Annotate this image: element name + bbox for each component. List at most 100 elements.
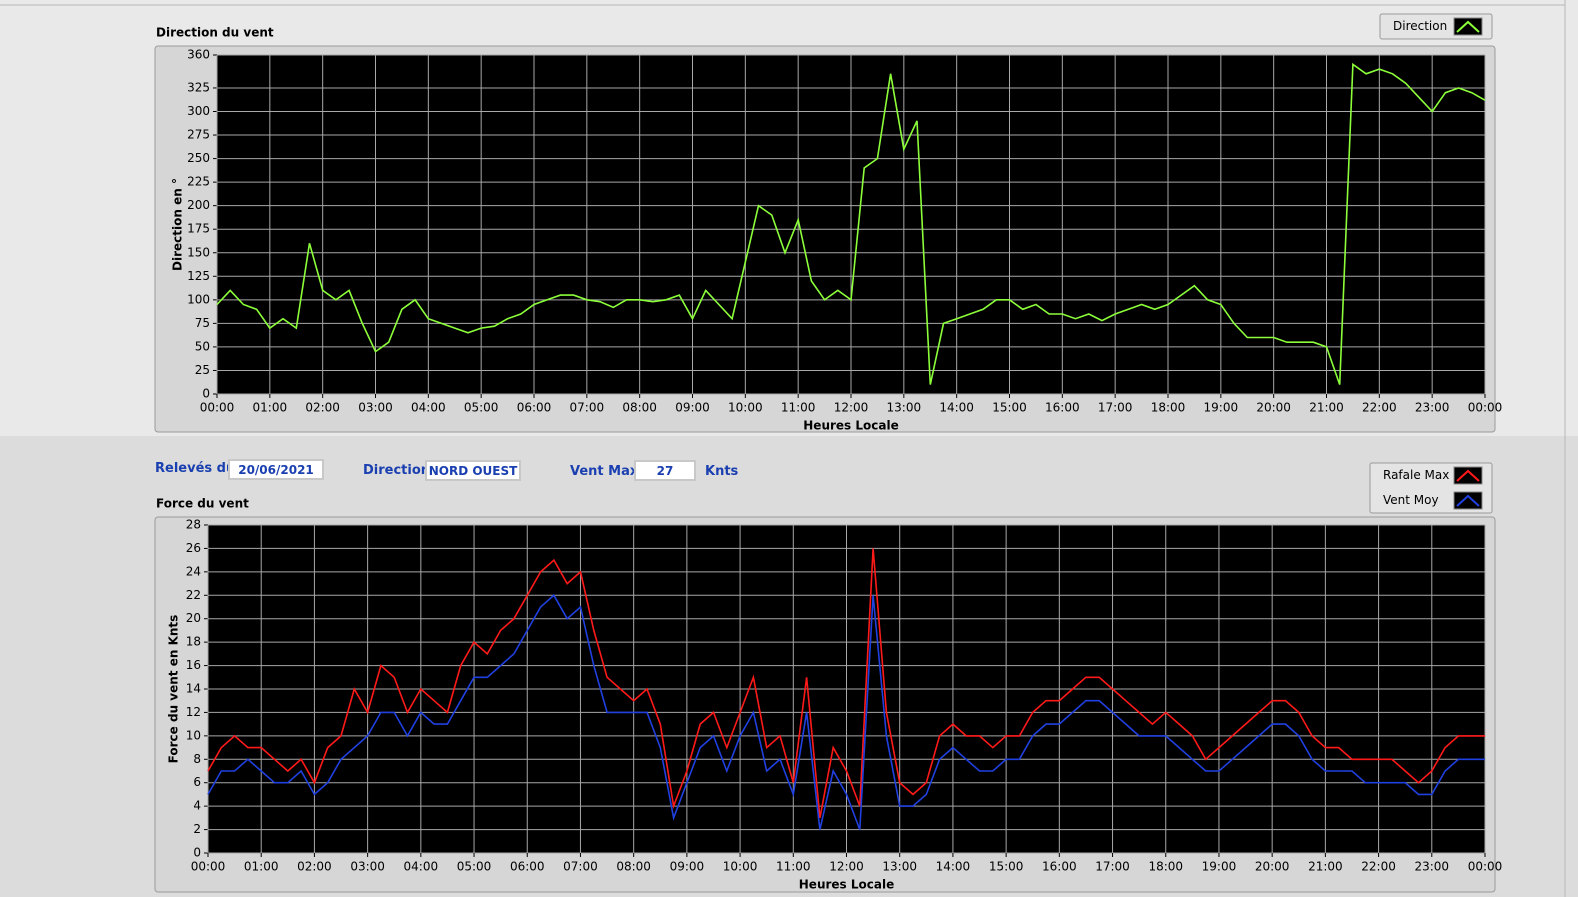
x-tick-label: 08:00 bbox=[622, 401, 657, 415]
x-tick-label: 21:00 bbox=[1308, 860, 1343, 874]
y-tick-label: 12 bbox=[186, 705, 201, 719]
x-tick-label: 16:00 bbox=[1045, 401, 1080, 415]
y-tick-label: 28 bbox=[186, 518, 201, 532]
y-tick-label: 22 bbox=[186, 588, 201, 602]
x-tick-label: 09:00 bbox=[670, 860, 705, 874]
x-tick-label: 03:00 bbox=[350, 860, 385, 874]
y-tick-label: 50 bbox=[195, 339, 210, 353]
x-tick-label: 14:00 bbox=[936, 860, 971, 874]
x-tick-label: 13:00 bbox=[882, 860, 917, 874]
y-tick-label: 175 bbox=[187, 222, 210, 236]
x-tick-label: 00:00 bbox=[200, 401, 235, 415]
y-tick-label: 26 bbox=[186, 541, 201, 555]
x-axis-label: Heures Locale bbox=[803, 419, 898, 433]
x-tick-label: 21:00 bbox=[1309, 401, 1344, 415]
x-tick-label: 02:00 bbox=[305, 401, 340, 415]
unit-label: Knts bbox=[705, 464, 739, 479]
y-tick-label: 125 bbox=[187, 269, 210, 283]
y-tick-label: 200 bbox=[187, 198, 210, 212]
y-tick-label: 18 bbox=[186, 635, 201, 649]
y-tick-label: 100 bbox=[187, 292, 210, 306]
x-tick-label: 08:00 bbox=[616, 860, 651, 874]
data-line bbox=[207, 594, 1485, 830]
x-tick-label: 11:00 bbox=[776, 860, 811, 874]
y-tick-label: 0 bbox=[193, 846, 201, 860]
x-tick-label: 14:00 bbox=[939, 401, 974, 415]
y-tick-label: 4 bbox=[193, 799, 201, 813]
y-tick-label: 0 bbox=[202, 387, 210, 401]
chart-title: Direction du vent bbox=[156, 26, 274, 40]
x-tick-label: 18:00 bbox=[1151, 401, 1186, 415]
x-tick-label: 13:00 bbox=[887, 401, 922, 415]
date-label: Relevés du bbox=[155, 461, 236, 476]
y-tick-label: 8 bbox=[193, 752, 201, 766]
x-axis-label: Heures Locale bbox=[799, 878, 894, 892]
max-label: Vent Max bbox=[570, 464, 639, 479]
x-tick-label: 17:00 bbox=[1095, 860, 1130, 874]
x-tick-label: 05:00 bbox=[457, 860, 492, 874]
x-tick-label: 10:00 bbox=[728, 401, 763, 415]
chart-title: Force du vent bbox=[156, 497, 249, 511]
y-tick-label: 225 bbox=[187, 175, 210, 189]
y-tick-label: 250 bbox=[187, 151, 210, 165]
legend-swatch bbox=[1453, 491, 1483, 510]
x-tick-label: 11:00 bbox=[781, 401, 816, 415]
x-tick-label: 20:00 bbox=[1256, 401, 1291, 415]
y-tick-label: 360 bbox=[187, 48, 210, 62]
y-tick-label: 10 bbox=[186, 728, 201, 742]
legend-swatch bbox=[1453, 466, 1483, 485]
direction-label: Direction bbox=[363, 463, 431, 478]
x-tick-label: 22:00 bbox=[1361, 860, 1396, 874]
y-tick-label: 14 bbox=[186, 682, 201, 696]
x-tick-label: 02:00 bbox=[297, 860, 332, 874]
x-tick-label: 07:00 bbox=[563, 860, 598, 874]
max-field[interactable]: 27 bbox=[634, 460, 696, 481]
y-tick-label: 300 bbox=[187, 104, 210, 118]
date-field[interactable]: 20/06/2021 bbox=[228, 459, 324, 480]
x-tick-label: 12:00 bbox=[834, 401, 869, 415]
y-tick-label: 6 bbox=[193, 775, 201, 789]
legend-line bbox=[1456, 469, 1480, 482]
x-tick-label: 00:00 bbox=[191, 860, 226, 874]
x-tick-label: 04:00 bbox=[404, 860, 439, 874]
x-tick-label: 23:00 bbox=[1415, 401, 1450, 415]
x-tick-label: 04:00 bbox=[411, 401, 446, 415]
x-tick-label: 18:00 bbox=[1148, 860, 1183, 874]
y-tick-label: 25 bbox=[195, 363, 210, 377]
x-tick-label: 19:00 bbox=[1204, 401, 1239, 415]
x-tick-label: 10:00 bbox=[723, 860, 758, 874]
y-tick-label: 275 bbox=[187, 128, 210, 142]
y-tick-label: 150 bbox=[187, 245, 210, 259]
y-tick-label: 20 bbox=[186, 611, 201, 625]
legend-swatch bbox=[1453, 17, 1483, 36]
x-tick-label: 15:00 bbox=[992, 401, 1027, 415]
y-tick-label: 24 bbox=[186, 564, 201, 578]
x-tick-label: 17:00 bbox=[1098, 401, 1133, 415]
x-tick-label: 15:00 bbox=[989, 860, 1024, 874]
x-tick-label: 00:00 bbox=[1468, 860, 1503, 874]
x-tick-label: 00:00 bbox=[1468, 401, 1503, 415]
legend-label: Vent Moy bbox=[1383, 493, 1439, 507]
x-tick-label: 01:00 bbox=[253, 401, 288, 415]
direction-field[interactable]: NORD OUEST bbox=[425, 460, 521, 481]
y-tick-label: 2 bbox=[193, 822, 201, 836]
y-tick-label: 16 bbox=[186, 658, 201, 672]
x-tick-label: 23:00 bbox=[1414, 860, 1449, 874]
x-tick-label: 01:00 bbox=[244, 860, 279, 874]
y-tick-label: 325 bbox=[187, 80, 210, 94]
legend-label: Rafale Max bbox=[1383, 468, 1449, 482]
x-tick-label: 07:00 bbox=[570, 401, 605, 415]
x-tick-label: 22:00 bbox=[1362, 401, 1397, 415]
data-line bbox=[216, 62, 1486, 385]
legend-label: Direction bbox=[1393, 19, 1447, 33]
y-axis-label: Direction en ° bbox=[171, 178, 185, 271]
x-tick-label: 05:00 bbox=[464, 401, 499, 415]
x-tick-label: 09:00 bbox=[675, 401, 710, 415]
legend-line bbox=[1456, 20, 1480, 33]
x-tick-label: 06:00 bbox=[517, 401, 552, 415]
x-tick-label: 16:00 bbox=[1042, 860, 1077, 874]
x-tick-label: 06:00 bbox=[510, 860, 545, 874]
x-tick-label: 20:00 bbox=[1255, 860, 1290, 874]
